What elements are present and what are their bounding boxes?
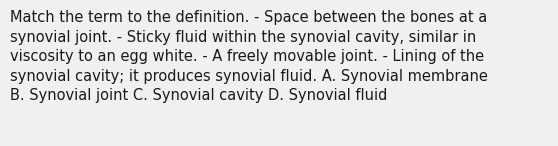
Text: Match the term to the definition. - Space between the bones at a
synovial joint.: Match the term to the definition. - Spac… — [10, 10, 488, 104]
